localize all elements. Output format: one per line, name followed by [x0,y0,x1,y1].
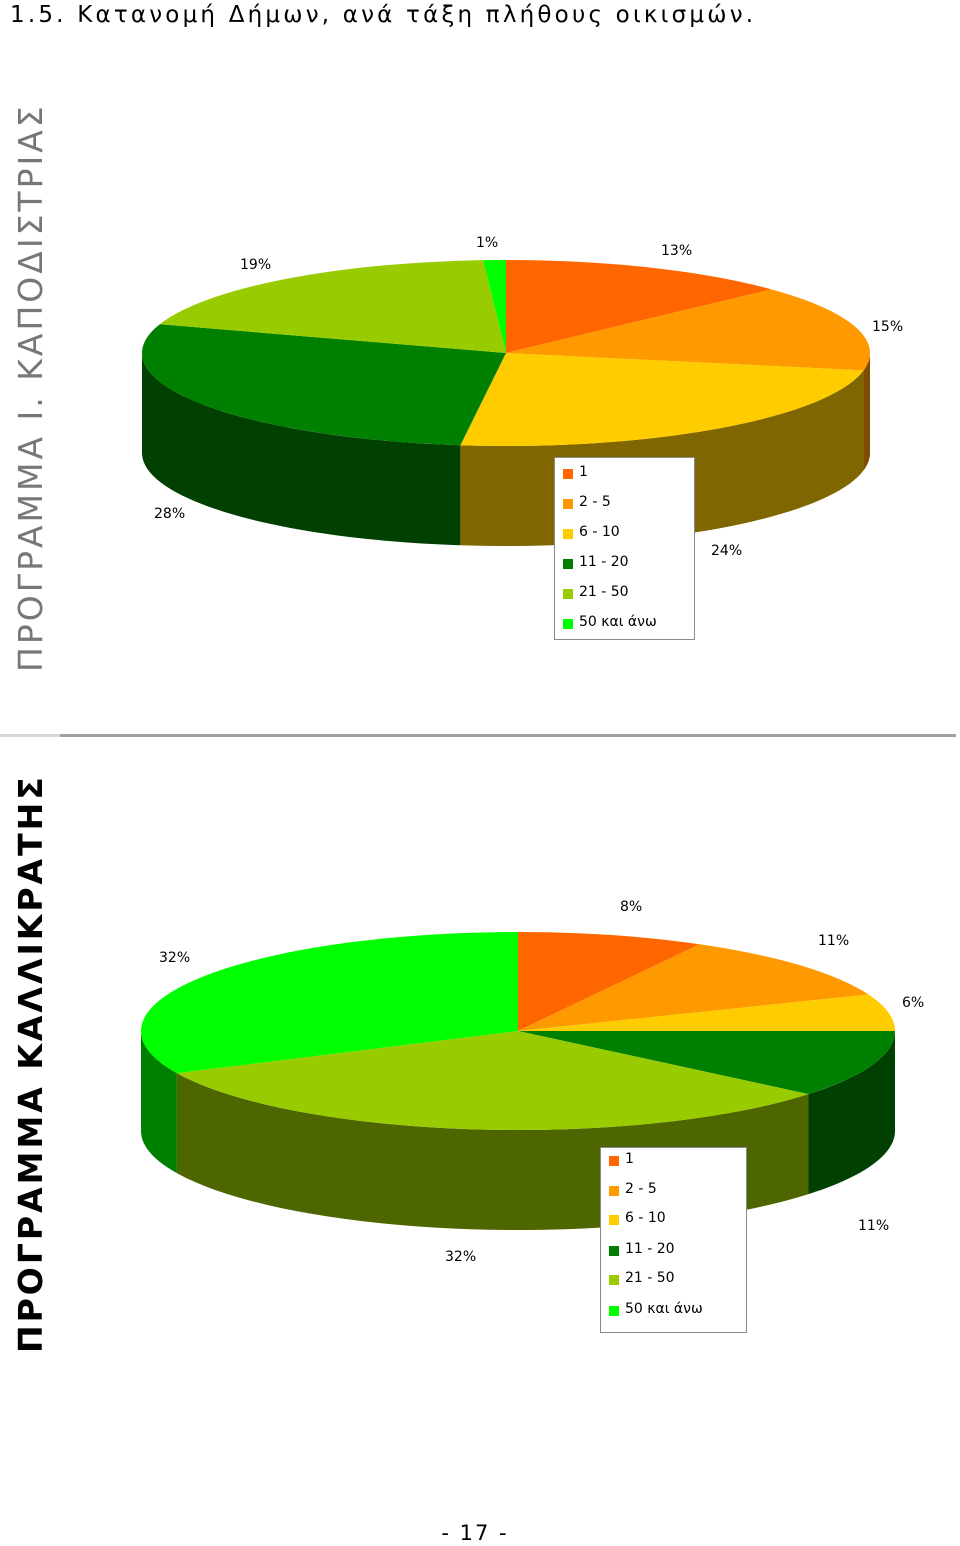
legend-label: 21 - 50 [579,584,629,600]
legend-item: 6 - 10 [563,524,620,540]
pie-slice-5 [141,932,518,1074]
legend-swatch [563,559,573,569]
pie-slice-1 [518,944,869,1031]
legend-item: 21 - 50 [563,584,629,600]
legend-item: 11 - 20 [609,1241,675,1257]
legend-label: 2 - 5 [625,1181,657,1197]
data-label-1: 11% [818,933,849,949]
legend-label: 1 [625,1151,634,1167]
legend-item: 1 [563,464,588,480]
pie-side-3 [142,353,461,546]
legend-item: 21 - 50 [609,1270,675,1286]
legend-kallikratis: 1 2 - 5 6 - 10 11 - 20 21 - 50 50 και άν… [600,1147,747,1333]
pie-chart-kallikratis: 8% 11% 6% 11% 32% 32% [141,899,924,1265]
legend-swatch [609,1186,619,1196]
pie-side-3 [808,1031,895,1195]
legend-item: 6 - 10 [609,1210,666,1226]
data-label-1: 15% [872,319,903,335]
page-title: 1.5. Κατανομή Δήμων, ανά τάξη πλήθους οι… [10,2,757,28]
legend-swatch [563,499,573,509]
data-label-4: 32% [445,1249,476,1265]
pie-data-labels: 13% 15% 24% 28% 19% 1% [154,235,903,559]
pie-data-labels: 8% 11% 6% 11% 32% 32% [159,899,924,1265]
legend-swatch [609,1215,619,1225]
data-label-2: 24% [711,543,742,559]
data-label-3: 11% [858,1218,889,1234]
legend-swatch [563,619,573,629]
legend-item: 50 και άνω [563,614,657,630]
legend-label: 11 - 20 [579,554,629,570]
pie-slice-3 [518,1031,895,1095]
data-label-5: 1% [476,235,498,251]
section-divider [0,734,956,737]
legend-item: 1 [609,1151,634,1167]
pie-slice-4 [159,260,506,353]
pie-slice-1 [506,289,870,371]
data-label-5: 32% [159,950,190,966]
legend-label: 11 - 20 [625,1241,675,1257]
legend-label: 6 - 10 [625,1210,666,1226]
data-label-0: 13% [661,243,692,259]
legend-swatch [609,1246,619,1256]
data-label-2: 6% [902,995,924,1011]
legend-label: 21 - 50 [625,1270,675,1286]
pie-top [141,932,895,1130]
page-number: - 17 - [441,1521,509,1545]
pie-slice-4 [176,1031,809,1130]
pie-slice-2 [460,353,864,447]
legend-label: 50 και άνω [579,614,657,630]
legend-kapodistrias: 1 2 - 5 6 - 10 11 - 20 21 - 50 50 και άν… [554,457,695,640]
data-label-3: 28% [154,506,185,522]
pie-top [141,260,870,447]
pie-side-5 [141,1031,177,1174]
legend-swatch [563,589,573,599]
legend-label: 50 και άνω [625,1301,703,1317]
legend-label: 1 [579,464,588,480]
legend-swatch [563,469,573,479]
legend-swatch [609,1275,619,1285]
pie-slice-0 [506,260,772,353]
legend-swatch [563,529,573,539]
legend-item: 50 και άνω [609,1301,703,1317]
pie-slice-5 [483,260,506,353]
data-label-4: 19% [240,257,271,273]
pie-side-1 [863,353,870,471]
legend-label: 6 - 10 [579,524,620,540]
legend-item: 11 - 20 [563,554,629,570]
legend-item: 2 - 5 [609,1181,657,1197]
pie-slice-3 [141,324,506,446]
pie-slice-0 [518,932,700,1031]
legend-swatch [609,1306,619,1316]
legend-label: 2 - 5 [579,494,611,510]
pie-slice-2 [518,994,895,1031]
legend-swatch [609,1156,619,1166]
data-label-0: 8% [620,899,642,915]
legend-item: 2 - 5 [563,494,611,510]
